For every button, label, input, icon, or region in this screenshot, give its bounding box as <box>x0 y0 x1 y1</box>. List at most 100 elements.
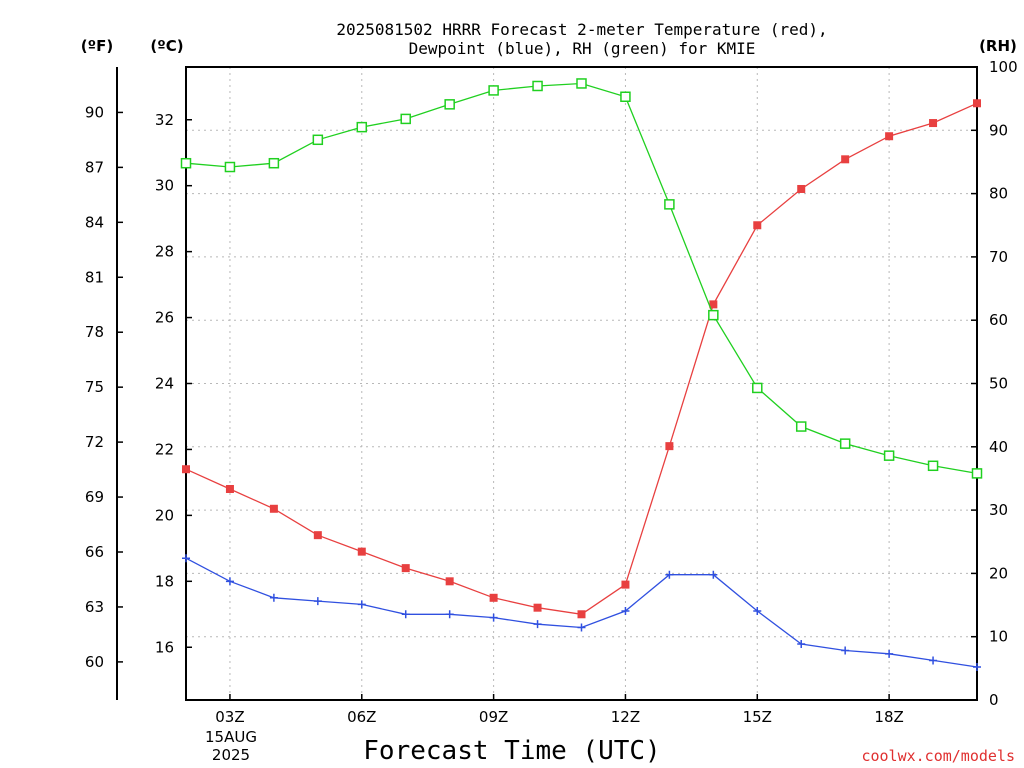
rh-point <box>620 91 631 103</box>
x-tick-label: 12Z <box>611 708 640 726</box>
celsius-tick-label: 20 <box>155 506 174 524</box>
fahrenheit-tick-label: 90 <box>85 103 104 121</box>
temperature-point <box>973 99 981 108</box>
celsius-axis-unit: (ºC) <box>150 37 183 55</box>
rh-tick-label: 90 <box>989 121 1008 139</box>
temperature-point <box>753 221 762 230</box>
rh-point <box>268 157 280 169</box>
dewpoint-point <box>489 613 498 622</box>
rh-point <box>752 382 763 394</box>
dewpoint-point <box>929 656 938 665</box>
rh-tick-label: 0 <box>989 691 999 709</box>
rh-point <box>795 421 807 432</box>
rh-point <box>708 309 719 321</box>
rh-point <box>400 113 411 125</box>
temperature-point <box>357 547 366 556</box>
celsius-tick-label: 26 <box>155 309 174 327</box>
rh-point <box>356 121 368 133</box>
rh-tick-label: 100 <box>989 58 1018 76</box>
fahrenheit-tick-label: 72 <box>85 433 104 451</box>
celsius-tick-label: 24 <box>155 375 174 393</box>
celsius-tick-label: 30 <box>155 177 174 195</box>
x-tick-label: 18Z <box>874 708 903 726</box>
rh-point <box>883 450 895 461</box>
temperature-point <box>313 531 322 540</box>
x-tick-label: 06Z <box>347 708 376 726</box>
fahrenheit-tick-label: 75 <box>85 378 104 396</box>
x-tick-label: 03Z <box>215 708 244 726</box>
fahrenheit-tick-label: 78 <box>85 323 104 341</box>
x-tick-label: 15Z <box>743 708 772 726</box>
dewpoint-point <box>225 577 234 586</box>
fahrenheit-axis-unit: (ºF) <box>81 37 113 55</box>
temperature-point <box>665 442 674 451</box>
temperature-point <box>709 300 718 309</box>
tick-labels: 03Z 06Z 09Z 12Z 15Z 18Z 16 18 20 22 24 26 28 30 32 60 63… <box>85 58 1018 726</box>
dewpoint-point <box>665 570 674 579</box>
rh-series-line <box>185 82 978 475</box>
rh-axis-unit: (RH) <box>979 37 1017 55</box>
temperature-point <box>797 184 806 193</box>
chart-title-line1: 2025081502 HRRR Forecast 2-meter Tempera… <box>336 20 827 39</box>
fahrenheit-tick-label: 84 <box>85 213 104 231</box>
dewpoint-point <box>753 606 762 615</box>
fahrenheit-tick-label: 81 <box>85 268 104 286</box>
dewpoint-point <box>445 610 454 619</box>
dewpoint-point <box>269 593 278 602</box>
rh-point <box>839 438 851 449</box>
fahrenheit-tick-label: 66 <box>85 543 104 561</box>
temperature-point <box>401 564 410 573</box>
celsius-tick-label: 16 <box>155 638 174 656</box>
credit-label: coolwx.com/models <box>861 747 1015 765</box>
gridlines <box>186 67 977 700</box>
temperature-point <box>533 603 542 612</box>
celsius-tick-label: 18 <box>155 572 174 590</box>
dewpoint-point <box>577 623 586 632</box>
rh-tick-label: 30 <box>989 501 1008 519</box>
dewpoint-point <box>841 646 850 655</box>
rh-tick-label: 80 <box>989 185 1008 203</box>
data-series <box>180 78 983 672</box>
rh-tick-label: 20 <box>989 564 1008 582</box>
temperature-point <box>225 485 234 493</box>
dewpoint-point <box>709 570 718 579</box>
rh-point <box>180 157 192 169</box>
rh-tick-label: 60 <box>989 311 1008 329</box>
temperature-point <box>841 155 850 164</box>
temperature-point <box>489 593 498 602</box>
dewpoint-point <box>182 554 190 563</box>
date-label-day: 15AUG <box>205 728 257 746</box>
dewpoint-point <box>313 597 322 606</box>
dewpoint-point <box>401 610 410 619</box>
x-axis-label: Forecast Time (UTC) <box>363 736 660 766</box>
rh-point <box>664 199 675 210</box>
fahrenheit-tick-label: 60 <box>85 653 104 671</box>
temperature-point <box>182 465 190 474</box>
rh-tick-label: 10 <box>989 628 1008 646</box>
date-label-year: 2025 <box>212 746 250 764</box>
temperature-point <box>621 580 630 589</box>
x-tick-label: 09Z <box>479 708 508 726</box>
rh-point <box>488 85 499 96</box>
rh-point <box>224 161 236 173</box>
rh-point <box>927 460 939 472</box>
rh-point <box>971 468 983 479</box>
temperature-point <box>445 577 454 586</box>
dewpoint-point <box>533 620 542 629</box>
chart-title-line2: Dewpoint (blue), RH (green) for KMIE <box>409 39 756 58</box>
rh-point <box>576 78 587 89</box>
dewpoint-point <box>621 606 630 615</box>
axes <box>116 66 978 701</box>
rh-tick-label: 40 <box>989 438 1008 456</box>
temperature-point <box>929 119 938 128</box>
temperature-point <box>885 132 894 141</box>
celsius-tick-label: 32 <box>155 111 174 129</box>
fahrenheit-tick-label: 63 <box>85 598 104 616</box>
dewpoint-point <box>797 639 806 648</box>
temperature-point <box>269 504 278 513</box>
dewpoint-point <box>973 663 981 672</box>
dewpoint-point <box>357 600 366 609</box>
rh-tick-label: 50 <box>989 375 1008 393</box>
fahrenheit-tick-label: 87 <box>85 158 104 176</box>
